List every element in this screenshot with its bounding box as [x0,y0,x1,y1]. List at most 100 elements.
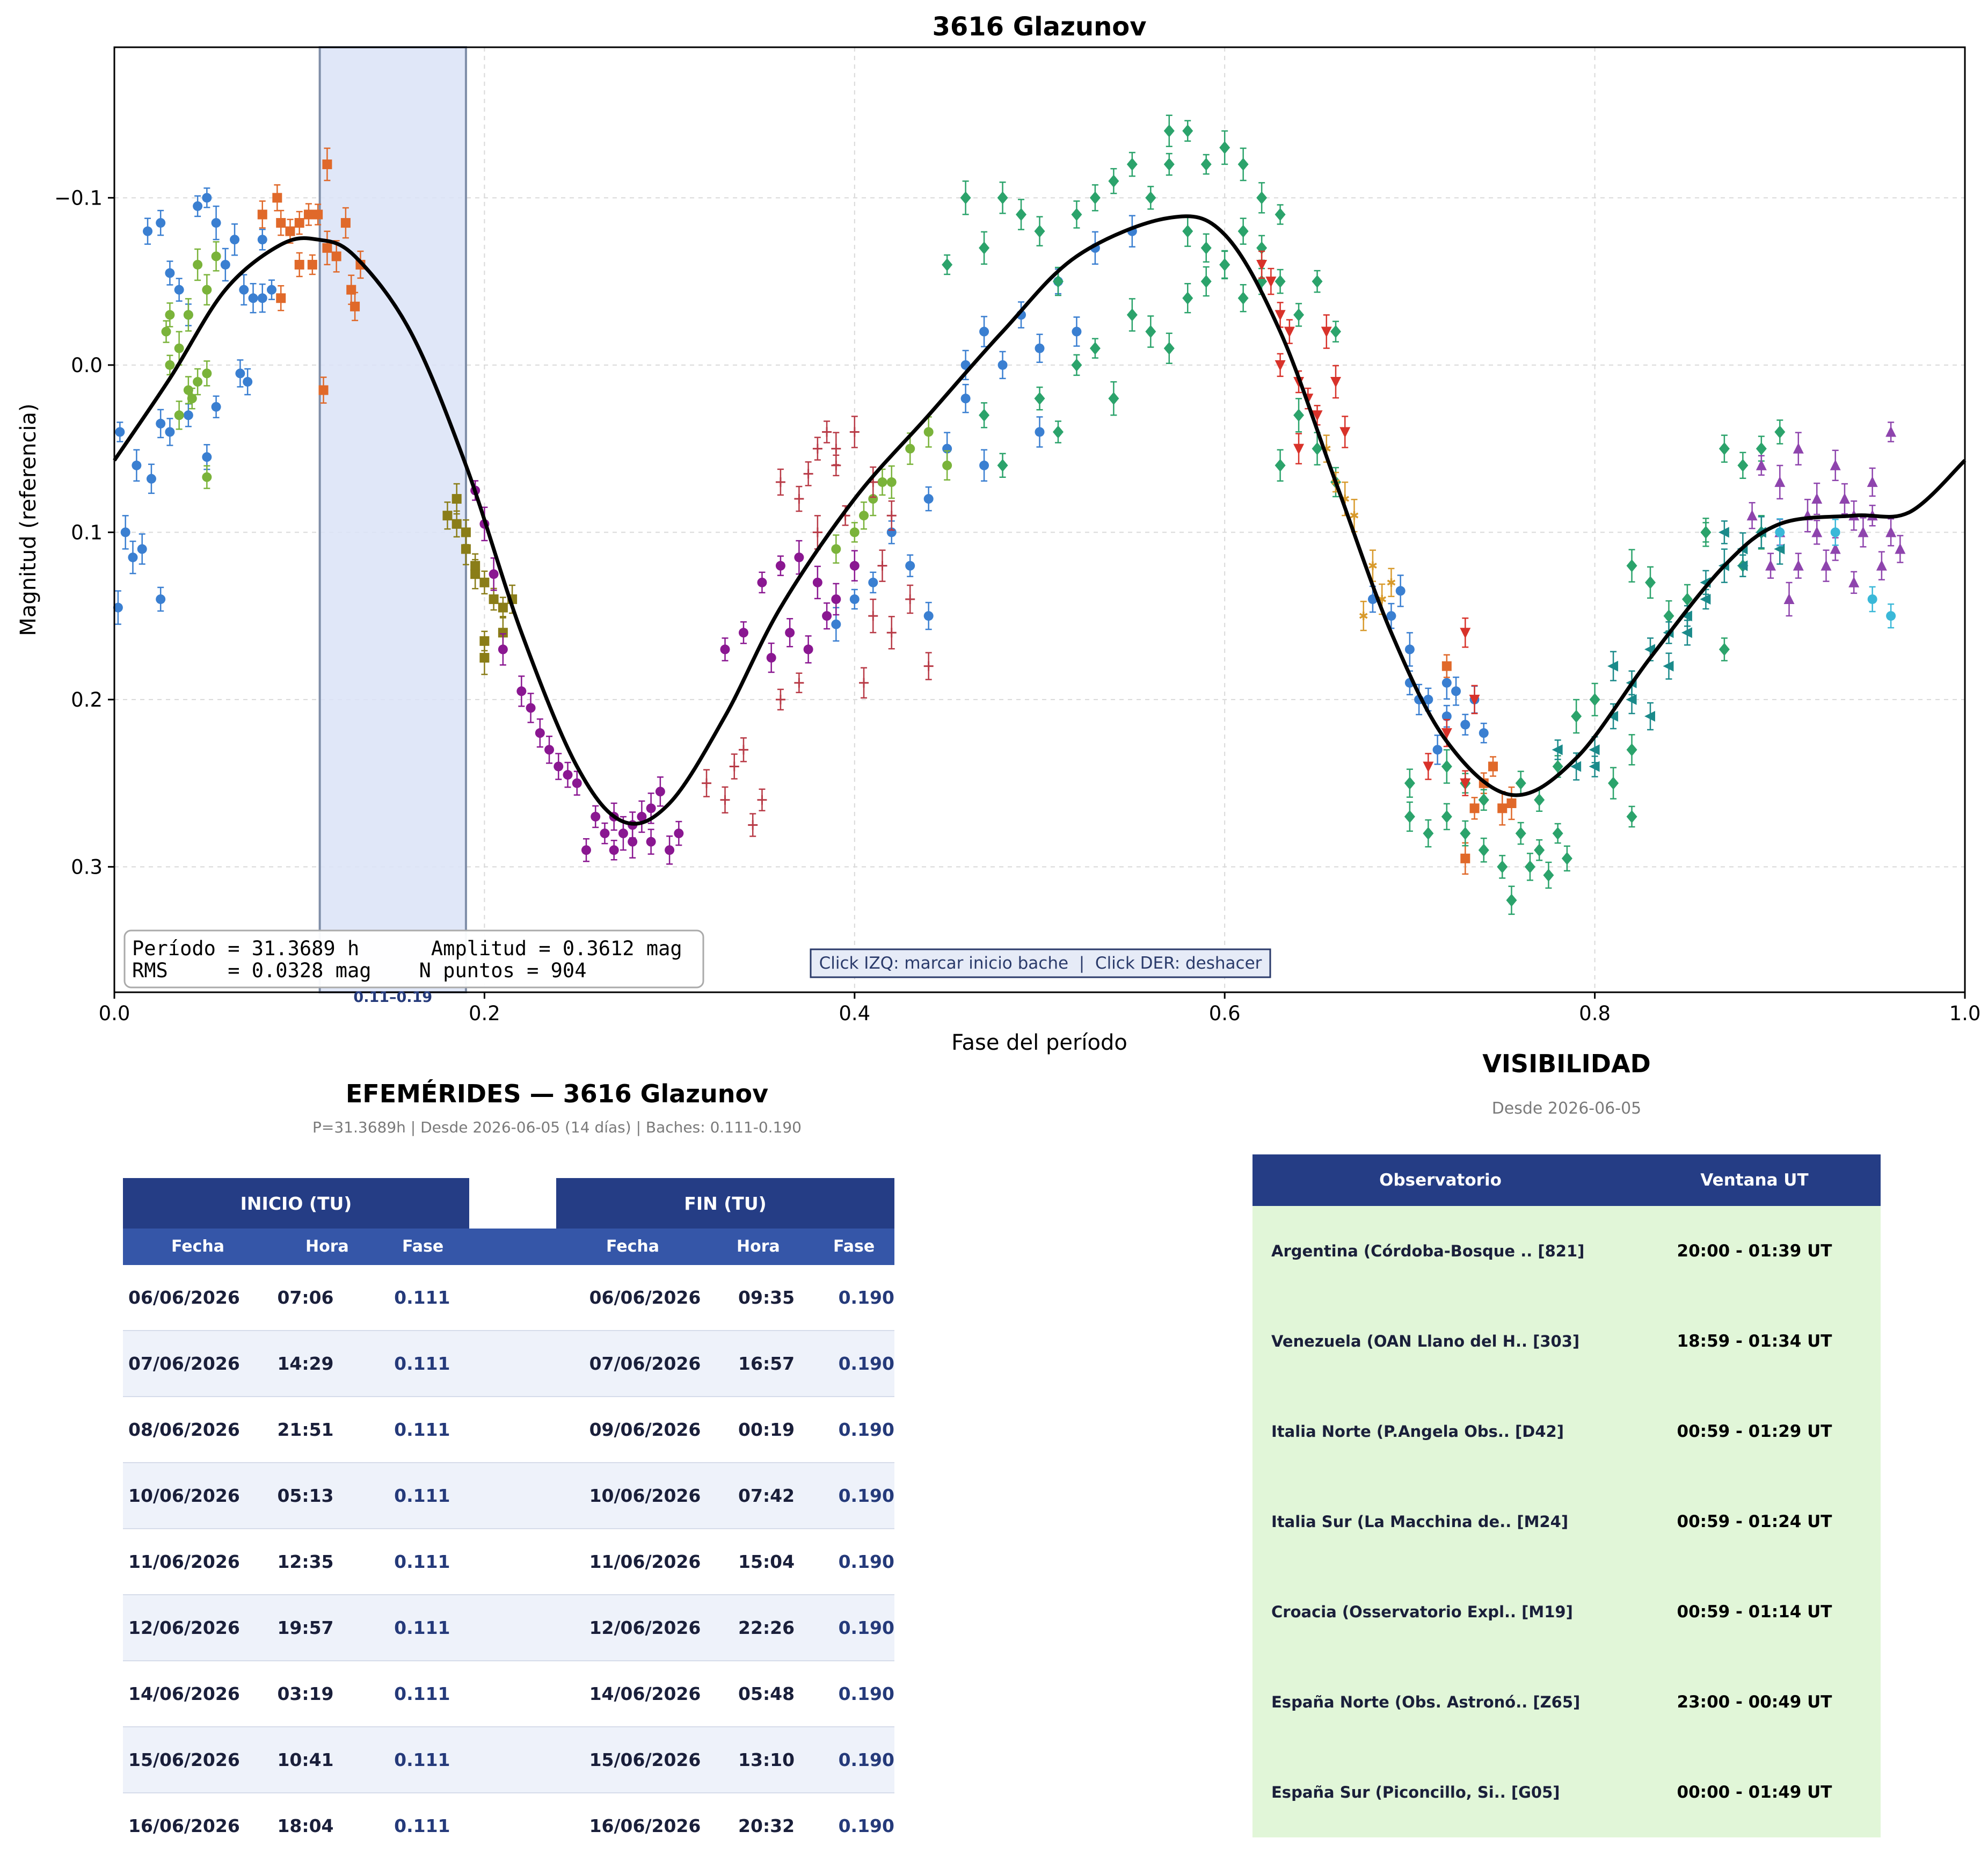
data-point [1293,433,1305,464]
data-point [738,621,748,644]
col-observatory: Observatorio [1379,1171,1502,1190]
data-point [1395,575,1406,607]
data-point [1072,316,1082,347]
data-point [1552,823,1563,844]
data-point [322,230,332,266]
data-point [591,805,601,829]
col-end-date: Fecha [606,1237,660,1256]
visibility-title: VISIBILIDAD [1482,1049,1651,1078]
data-point [1543,861,1554,889]
end-date: 16/06/2026 [589,1815,701,1836]
data-point [202,444,212,470]
visibility-row: Italia Norte (P.Angela Obs.. [D42] 00:59… [1252,1386,1881,1477]
data-point [1469,797,1480,820]
data-point [905,554,915,577]
end-phase: 0.190 [838,1815,894,1836]
data-point [785,618,795,648]
data-point [220,248,230,282]
data-point [1035,333,1045,363]
data-point [1423,753,1434,780]
start-date: 06/06/2026 [123,1265,272,1331]
data-point [803,461,813,486]
data-point [868,598,878,634]
end-time: 13:10 [733,1727,839,1793]
data-point [748,813,758,837]
x-axis-label: Fase del período [951,1030,1127,1055]
data-point [1626,734,1637,766]
data-point [859,667,869,699]
end-date: 10/06/2026 [584,1463,733,1529]
ephemeris-row: 11/06/2026 12:35 0.111 11/06/2026 15:04 … [123,1529,894,1595]
data-point [674,820,684,846]
data-point [1386,602,1396,629]
start-time: 19:57 [272,1595,389,1661]
data-point: ✱ [1359,600,1368,631]
data-point [1034,386,1045,411]
data-point [479,640,490,675]
data-point [1330,321,1342,343]
data-point [877,549,887,582]
data-point [1552,739,1563,760]
data-point [822,420,832,444]
data-point [822,602,832,630]
data-point [794,672,804,693]
data-point [1830,449,1841,482]
data-point [1626,805,1637,828]
data-point [1034,216,1045,246]
data-point [165,354,175,376]
data-point [868,571,878,594]
data-point [1876,551,1887,580]
x-tick-label: 1.0 [1949,1002,1981,1025]
end-phase: 0.190 [838,1595,894,1661]
data-point [1237,284,1249,312]
start-phase: 0.111 [394,1815,450,1836]
data-point [1108,381,1119,416]
data-point [442,501,453,530]
data-point [572,771,582,796]
data-point [1811,520,1823,545]
end-date: 12/06/2026 [584,1595,733,1661]
ephemeris-row: 15/06/2026 10:41 0.111 15/06/2026 13:10 … [123,1727,894,1793]
data-point [979,402,990,428]
data-point [1432,735,1443,765]
end-date: 07/06/2026 [584,1331,733,1397]
end-date: 06/06/2026 [584,1265,733,1331]
start-date: 15/06/2026 [123,1727,272,1793]
light-curve-chart[interactable]: 3616 Glazunov ✱✱✱✱✱✱✱✱ 0.0 0.2 0.4 0.6 0.8 1.… [0,0,1988,1063]
visibility-row: Venezuela (OAN Llano del H.. [303] 18:59… [1252,1296,1881,1386]
start-phase: 0.111 [389,1265,584,1331]
data-point [1200,233,1212,263]
start-phase: 0.111 [389,1661,584,1727]
data-point [1256,182,1268,214]
data-point: ✱ [1386,568,1396,598]
data-point [1589,755,1600,777]
data-point [702,769,712,797]
data-point [1275,449,1286,482]
data-point [1839,483,1850,515]
data-point [886,616,897,650]
data-point [1321,314,1332,349]
ephemeris-row: 08/06/2026 21:51 0.111 09/06/2026 00:19 … [123,1397,894,1463]
end-time: 20:32 [738,1815,795,1836]
data-point [720,637,730,662]
x-tick-label: 0.4 [839,1002,870,1025]
data-point [738,737,748,762]
data-point [1256,250,1268,279]
data-point [115,421,125,442]
data-point [1182,215,1193,247]
data-point [1700,522,1712,543]
observatory-name: Venezuela (OAN Llano del H.. [303] [1271,1332,1580,1350]
data-point [146,463,156,494]
data-point [1108,168,1119,194]
start-date: 11/06/2026 [123,1529,272,1595]
data-point [1765,553,1776,579]
data-point [526,693,536,723]
data-point [1886,603,1896,629]
data-point [174,278,184,302]
y-tick-label: 0.0 [71,354,103,377]
data-point [202,360,212,387]
data-point [489,587,499,611]
data-point [886,500,897,531]
phase-window-band[interactable] [318,46,467,993]
data-point [1145,186,1156,210]
